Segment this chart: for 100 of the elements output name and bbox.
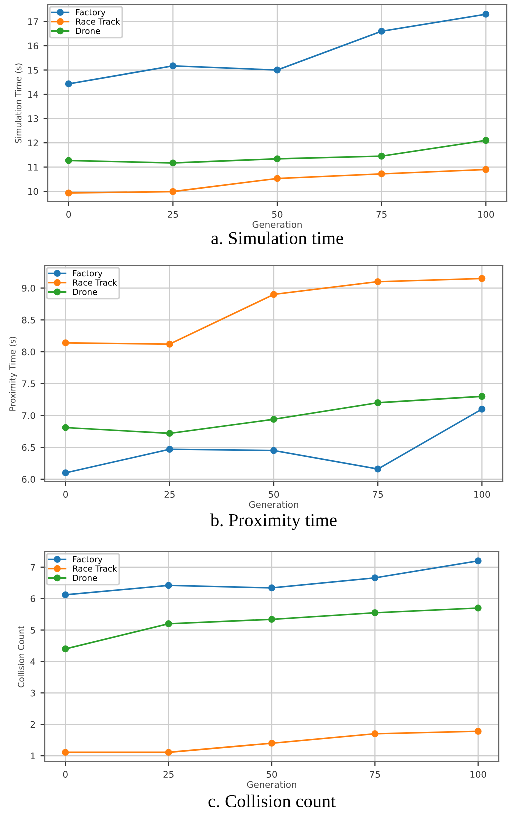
point [378,170,386,178]
point [478,393,486,400]
point [482,10,490,18]
point [474,558,482,565]
point [170,62,177,70]
x-tick-label: 75 [370,771,380,778]
point [482,137,490,144]
legend-label: Drone [73,575,98,582]
point [166,430,174,438]
point [65,190,72,197]
point [274,175,281,182]
text: a. Simulation time [212,232,344,245]
legend-label: Race Track [73,279,118,286]
y-tick-label: 16 [28,42,38,50]
y-tick-label: 3 [30,690,36,697]
y-tick-label: 1 [31,752,36,760]
y-tick-label: 4 [30,658,36,666]
y-tick-label: 7 [30,564,36,571]
x-axis-title: Generation [249,501,298,508]
x-tick-label: 75 [373,491,384,498]
x-axis-title: Generation [252,221,302,228]
y-axis-title: Proximity Time (s) [9,337,18,411]
point [165,582,172,590]
y-tick-label: 7.5 [22,380,36,388]
y-axis-title: Collision Count [18,626,24,688]
point [65,157,72,164]
point [274,66,281,74]
x-tick-label: 50 [266,771,278,778]
y-tick-label: 13 [28,116,38,122]
y-tick-label: 8.0 [22,348,36,356]
y-tick-label: 5 [30,627,36,634]
x-tick-label: 50 [268,491,280,498]
y-tick-label: 8.5 [22,316,36,324]
point [62,749,70,756]
legend-label: Factory [73,270,103,278]
point [65,80,72,88]
point [270,416,278,424]
point [170,188,177,196]
point [372,610,379,616]
point [270,447,278,454]
point [268,584,276,592]
legend-label: Drone [76,28,100,34]
point [374,400,382,406]
point [372,730,379,738]
y-tick-label: 10 [28,188,38,196]
point [474,728,482,735]
point [378,28,386,35]
y-tick-label: 17 [28,18,38,26]
y-tick-label: 14 [28,91,38,98]
point [378,152,386,160]
x-tick-label: 25 [164,771,174,778]
x-tick-label: 75 [376,211,387,218]
point [166,446,174,453]
point [374,466,382,473]
y-tick-label: 7.0 [22,412,36,420]
point [268,740,276,747]
x-tick-label: 50 [272,211,283,218]
point [270,291,278,298]
x-tick-label: 0 [66,211,72,218]
x-tick-label: 25 [168,211,178,218]
y-tick-label: 2 [30,721,36,728]
point [62,646,70,653]
y-tick-label: 6 [30,596,36,602]
y-tick-label: 11 [28,164,38,171]
point [166,340,174,348]
point [482,166,490,174]
point [274,156,281,163]
y-tick-label: 6.0 [22,476,36,484]
y-axis-title: Simulation Time (s) [15,64,23,144]
legend-label: Race Track [76,18,120,25]
legend-label: Factory [76,9,106,18]
x-tick-label: 100 [478,211,494,218]
legend-label: Factory [73,556,103,564]
x-tick-label: 0 [64,491,68,498]
point [374,278,382,286]
legend-label: Race Track [73,565,118,572]
y-tick-label: 15 [28,67,38,74]
text: c. Collision count [208,794,336,808]
x-tick-label: 100 [474,491,490,498]
point [165,620,172,628]
point [62,424,70,432]
point [478,406,486,413]
point [372,574,379,582]
point [62,592,70,599]
x-tick-label: 100 [470,771,486,778]
point [62,470,70,477]
y-tick-label: 12 [28,140,38,146]
y-tick-label: 6.5 [22,444,36,452]
x-tick-label: 0 [63,771,68,778]
point [62,340,70,347]
point [478,275,486,282]
legend-label: Drone [73,289,98,296]
point [170,160,177,167]
point [268,616,276,624]
point [165,749,172,756]
y-tick-label: 9.0 [22,285,36,292]
x-tick-label: 25 [164,491,175,498]
text: b. Proximity time [210,514,337,530]
x-axis-title: Generation [247,781,296,788]
point [474,604,482,612]
